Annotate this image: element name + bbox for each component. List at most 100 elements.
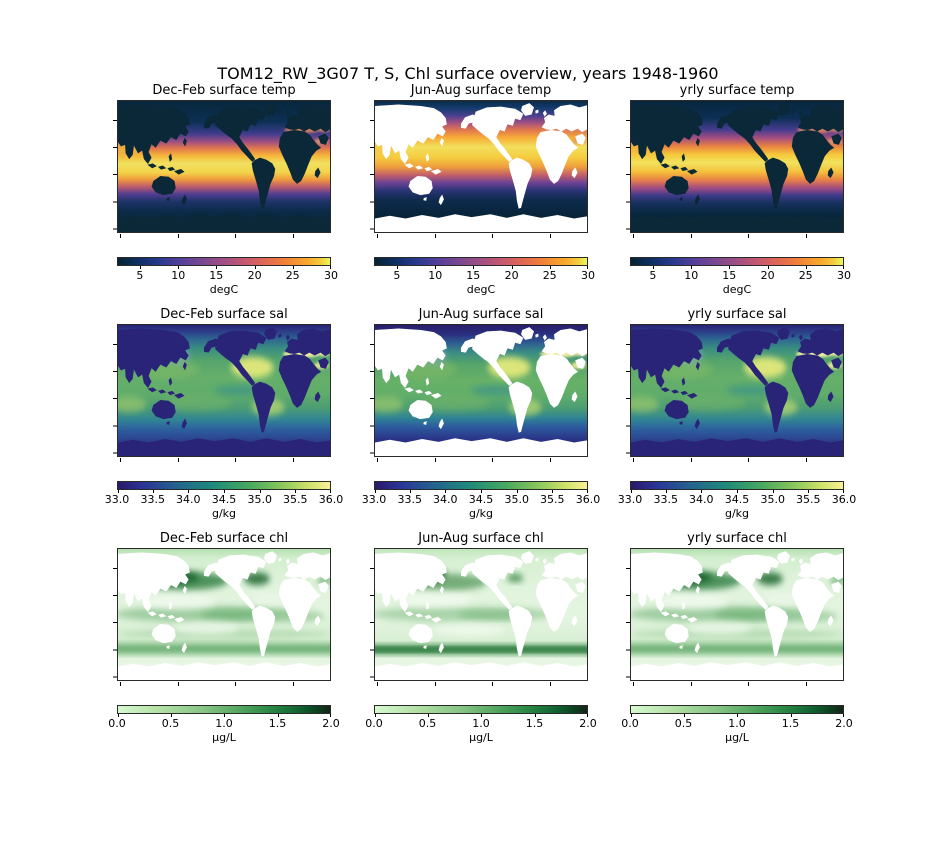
colorbar-tick-label: 1.5 [268, 717, 287, 730]
map-canvas [631, 101, 843, 232]
colorbar-unit-label: µg/L [212, 731, 236, 744]
colorbar-temp-1: 5 10 15 20 25 30 degC [117, 257, 338, 296]
colorbar-unit-label: µg/L [469, 731, 493, 744]
map-canvas [118, 101, 330, 232]
map-jun-aug-surface-temp [370, 100, 588, 238]
colorbar-tick-label: 15 [209, 269, 224, 282]
colorbar-tick-label: 0.0 [621, 717, 639, 730]
colorbar-sal-2: 33.0 33.5 34.0 34.5 35.0 35.5 36.0 g/kg [362, 481, 600, 520]
colorbar-tick-label: 20 [247, 269, 262, 282]
subplot-title: yrly surface sal [687, 307, 787, 322]
colorbar-tick-label: 34.5 [468, 493, 494, 506]
colorbar-gradient-algae [374, 705, 588, 714]
colorbar-gradient-haline [374, 481, 588, 490]
colorbar-tick-label: 5 [649, 269, 657, 282]
colorbar-gradient-haline [117, 481, 331, 490]
y-axis-ticks [626, 101, 630, 232]
subplot-title: Jun-Aug surface sal [418, 307, 544, 322]
colorbar-tick-label: 33.0 [104, 493, 130, 506]
y-axis-ticks [370, 101, 374, 232]
colorbar-tick-label: 1.0 [215, 717, 233, 730]
subplot-title: yrly surface chl [687, 531, 787, 546]
panel-jun-aug-surface-sal: Jun-Aug surface sal [370, 307, 588, 462]
colorbar-tick-label: 20 [760, 269, 775, 282]
colorbar-gradient-thermal [374, 257, 588, 266]
map-canvas [375, 101, 587, 232]
colorbar-chl-1: 0.0 0.5 1.0 1.5 2.0 µg/L [108, 705, 340, 744]
colorbar-tick-label: 0.5 [674, 717, 693, 730]
colorbar-tick-label: 30 [324, 269, 338, 282]
map-canvas [118, 549, 330, 680]
colorbar-tick-label: 0.5 [418, 717, 437, 730]
colorbar-tick-label: 25 [285, 269, 300, 282]
colorbar-tick-label: 34.0 [176, 493, 201, 506]
colorbar-gradient-algae [630, 705, 844, 714]
colorbar-chl-2: 0.0 0.5 1.0 1.5 2.0 µg/L [365, 705, 597, 744]
colorbar-unit-label: µg/L [725, 731, 749, 744]
colorbar-tick-label: 10 [684, 269, 699, 282]
colorbar-tick-label: 36.0 [831, 493, 857, 506]
colorbar-tick-label: 2.0 [579, 717, 597, 730]
colorbar-tick-label: 34.0 [433, 493, 458, 506]
colorbar-tick-label: 35.5 [540, 493, 565, 506]
colorbar-tick-label: 34.0 [689, 493, 714, 506]
colorbar-tick-label: 30 [837, 269, 851, 282]
map-canvas [375, 549, 587, 680]
colorbar-sal-1: 33.0 33.5 34.0 34.5 35.0 35.5 36.0 g/kg [105, 481, 343, 520]
colorbar-unit-label: g/kg [724, 507, 750, 520]
colorbar-tick-label: 35.0 [504, 493, 529, 506]
x-axis-ticks [375, 234, 587, 238]
colorbar-temp-3: 5 10 15 20 25 30 degC [630, 257, 851, 296]
y-axis-ticks [113, 549, 117, 680]
subplot-title: yrly surface temp [679, 83, 795, 98]
map-canvas [118, 325, 330, 456]
colorbar-tick-label: 15 [466, 269, 481, 282]
subplot-title: Dec-Feb surface sal [160, 307, 288, 322]
map-canvas [375, 325, 587, 456]
colorbar-tick-label: 1.5 [525, 717, 544, 730]
colorbar-gradient-haline [630, 481, 844, 490]
colorbar-tick-label: 35.5 [283, 493, 308, 506]
colorbar-unit-label: g/kg [211, 507, 237, 520]
colorbar-tick-label: 15 [722, 269, 737, 282]
colorbar-unit-label: degC [722, 283, 752, 296]
panel-yrly-surface-sal: yrly surface sal [626, 307, 844, 462]
y-axis-ticks [370, 549, 374, 680]
colorbar-gradient-algae [117, 705, 331, 714]
colorbar-tick-label: 10 [428, 269, 443, 282]
colorbar-tick-label: 30 [581, 269, 595, 282]
panel-dec-feb-surface-temp: Dec-Feb surface temp [113, 83, 331, 238]
colorbar-tick-label: 35.5 [796, 493, 821, 506]
subplot-title: Dec-Feb surface temp [152, 83, 296, 98]
map-jun-aug-surface-sal [370, 324, 588, 462]
colorbar-tick-label: 20 [504, 269, 519, 282]
colorbar-tick-label: 0.0 [108, 717, 126, 730]
x-axis-ticks [118, 234, 330, 238]
x-axis-ticks [118, 682, 330, 686]
panel-jun-aug-surface-temp: Jun-Aug surface temp [370, 83, 588, 238]
x-axis-ticks [375, 458, 587, 462]
x-axis-ticks [375, 682, 587, 686]
colorbar-tick-label: 25 [542, 269, 557, 282]
colorbar-tick-label: 5 [136, 269, 144, 282]
colorbar-gradient-thermal [117, 257, 331, 266]
map-dec-feb-surface-temp [113, 100, 331, 238]
colorbar-tick-label: 35.0 [247, 493, 272, 506]
subplot-title: Jun-Aug surface temp [410, 83, 552, 98]
y-axis-ticks [626, 325, 630, 456]
colorbar-tick-label: 5 [393, 269, 401, 282]
colorbar-unit-label: g/kg [468, 507, 494, 520]
y-axis-ticks [113, 101, 117, 232]
colorbar-tick-label: 1.0 [728, 717, 746, 730]
subplot-title: Dec-Feb surface chl [159, 531, 289, 546]
map-jun-aug-surface-chl [370, 548, 588, 686]
colorbar-tick-label: 2.0 [322, 717, 340, 730]
panel-dec-feb-surface-sal: Dec-Feb surface sal [113, 307, 331, 462]
colorbar-tick-label: 33.5 [397, 493, 422, 506]
x-axis-ticks [118, 458, 330, 462]
colorbar-sal-3: 33.0 33.5 34.0 34.5 35.0 35.5 36.0 g/kg [618, 481, 856, 520]
colorbar-tick-label: 10 [171, 269, 186, 282]
map-yrly-surface-temp [626, 100, 844, 238]
colorbar-tick-label: 36.0 [318, 493, 344, 506]
colorbar-tick-label: 33.5 [140, 493, 165, 506]
